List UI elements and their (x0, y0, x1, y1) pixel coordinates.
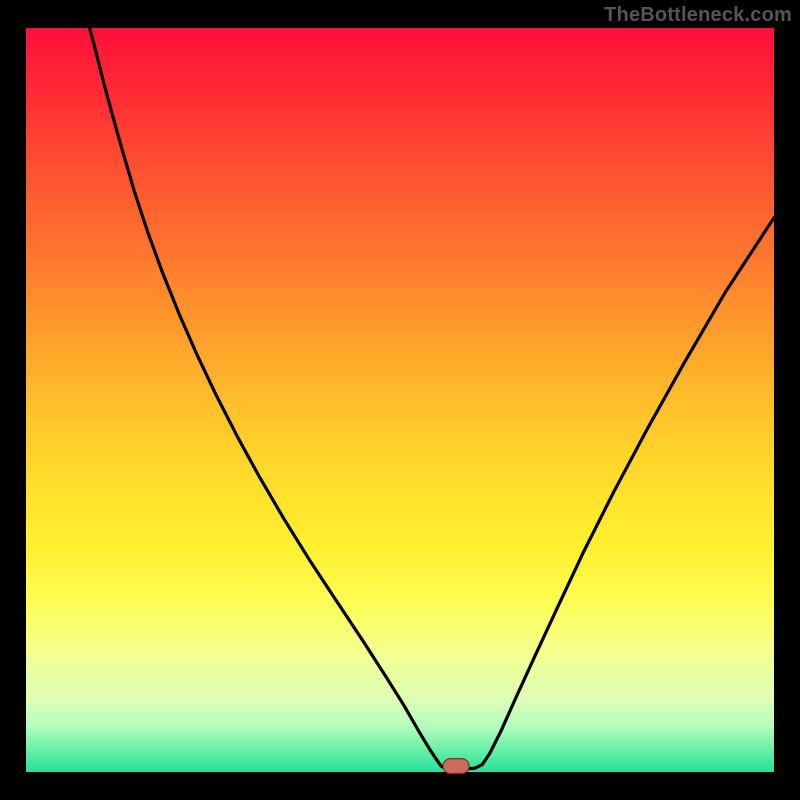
optimal-marker (443, 759, 469, 774)
bottleneck-chart: TheBottleneck.com (0, 0, 800, 800)
chart-canvas (0, 0, 800, 800)
watermark-label: TheBottleneck.com (604, 4, 792, 27)
